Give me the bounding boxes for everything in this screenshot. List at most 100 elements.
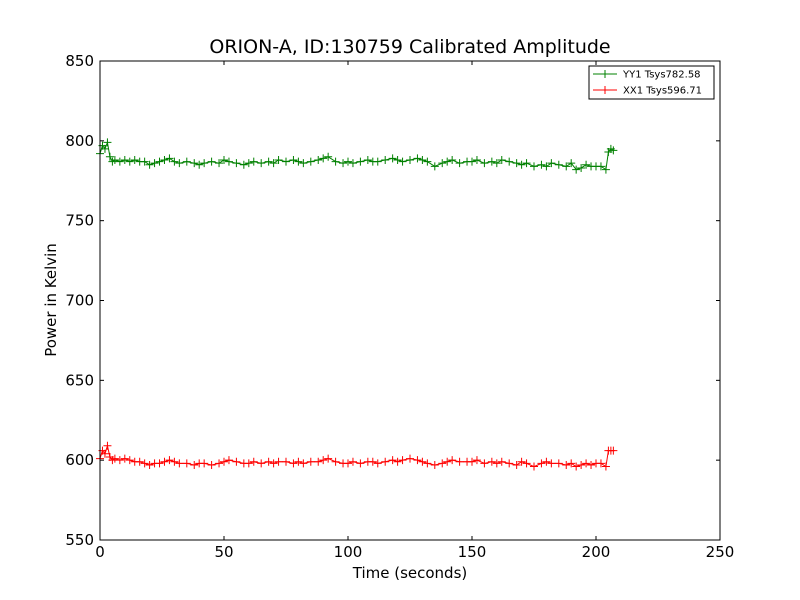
series-1-point	[468, 457, 476, 466]
series-1-point	[373, 459, 382, 468]
series-0-point	[155, 157, 164, 166]
series-0-point	[130, 155, 139, 164]
x-axis-label: Time (seconds)	[352, 564, 468, 582]
series-0-point	[125, 157, 134, 166]
x-tick-label: 50	[214, 543, 233, 561]
series-1-point	[393, 457, 402, 466]
series-0-point	[145, 160, 154, 169]
series-0-point	[562, 162, 571, 171]
series-0-point	[373, 157, 382, 166]
series-0-point	[398, 157, 407, 166]
series-layer	[96, 138, 618, 471]
series-0-point	[175, 159, 184, 168]
series-1-point	[299, 459, 308, 468]
series-1-point	[609, 446, 618, 455]
series-1-point	[572, 462, 581, 471]
series-0-point	[530, 162, 538, 171]
series-1-point	[418, 457, 427, 466]
series-1-point	[522, 459, 531, 468]
series-1-point	[120, 454, 129, 463]
series-0-point	[601, 165, 610, 174]
series-0-point	[269, 159, 278, 168]
series-1-point	[492, 459, 501, 468]
series-1-point	[110, 454, 119, 463]
ticks-layer: 0 50 100 150 200 250 550 600 650 700 750 800 850	[65, 52, 734, 561]
series-1-point	[274, 457, 283, 466]
series-1-point	[596, 459, 605, 468]
series-0-point	[443, 157, 452, 166]
series-1-point	[497, 457, 506, 466]
series-0-point	[150, 159, 159, 168]
series-1-point	[398, 456, 407, 465]
series-1-point	[601, 462, 610, 471]
y-tick-label: 700	[65, 292, 94, 310]
series-0-point	[542, 162, 551, 171]
y-tick-label: 850	[65, 52, 94, 70]
series-1-point	[289, 459, 298, 468]
series-1-point	[207, 460, 216, 469]
series-1-point	[472, 456, 481, 465]
legend-label-yy1: YY1 Tsys782.58	[622, 70, 701, 81]
series-1-point	[448, 456, 457, 465]
series-0-point	[497, 155, 506, 164]
legend-entry-xx1: XX1 Tsys596.71	[593, 86, 702, 97]
series-0-point	[472, 155, 481, 164]
series-0-point	[339, 159, 348, 168]
series-0-point	[200, 159, 209, 168]
series-0-point	[299, 159, 308, 168]
series-1-point	[249, 457, 258, 466]
series-0-point	[306, 157, 315, 166]
series-1-point	[368, 457, 377, 466]
series-0-point	[418, 155, 427, 164]
series-0-point	[567, 159, 576, 168]
series-1-point	[190, 460, 199, 469]
series-1-point	[438, 459, 447, 468]
legend-marker-yy1	[601, 70, 609, 78]
series-0-point	[264, 157, 273, 166]
x-tick-label: 0	[95, 543, 105, 561]
series-1-point	[388, 456, 397, 465]
series-0-point	[596, 162, 605, 171]
series-0-point	[239, 160, 248, 169]
series-0-point	[182, 157, 191, 166]
series-0-point	[554, 160, 563, 169]
series-0-point	[522, 159, 531, 168]
series-0-point	[438, 159, 447, 168]
series-1-point	[200, 459, 209, 468]
series-0-point	[406, 155, 414, 164]
series-1-point	[562, 460, 571, 469]
series-0-point	[319, 154, 328, 163]
series-1-point	[314, 457, 323, 466]
series-1-point	[356, 459, 365, 468]
y-tick-label: 600	[65, 451, 94, 469]
series-1-point	[282, 457, 290, 466]
series-0-point	[282, 157, 290, 166]
series-1-point	[224, 456, 233, 465]
series-1-point	[165, 456, 174, 465]
chart-title: ORION-A, ID:130759 Calibrated Amplitude	[209, 36, 610, 58]
series-1-point	[430, 460, 439, 469]
series-1-point	[215, 459, 224, 468]
series-1-point	[348, 457, 357, 466]
series-1-point	[517, 457, 526, 466]
series-0-point	[249, 157, 258, 166]
series-1-point	[220, 457, 228, 466]
series-1-point	[487, 457, 496, 466]
series-1-point	[542, 457, 551, 466]
series-1-point	[413, 456, 422, 465]
series-1-point	[232, 457, 241, 466]
series-0-point	[232, 159, 241, 168]
series-0-point	[537, 160, 546, 169]
series-0-point	[413, 154, 422, 163]
series-0-point	[120, 155, 129, 164]
series-1-point	[455, 457, 464, 466]
series-0-point	[103, 138, 112, 147]
series-1-point	[269, 459, 278, 468]
series-0-point	[207, 157, 216, 166]
series-0-point	[388, 154, 397, 163]
series-0-point	[577, 163, 586, 172]
series-1-point	[577, 460, 586, 469]
series-1-point	[170, 457, 179, 466]
